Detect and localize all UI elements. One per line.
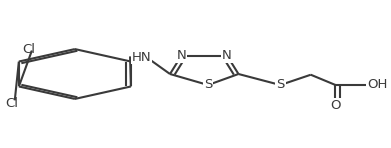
Text: Cl: Cl [5,97,18,110]
Text: N: N [222,49,232,62]
Text: HN: HN [132,51,152,64]
Text: O: O [330,99,341,112]
Text: Cl: Cl [22,43,35,56]
Text: S: S [276,78,285,91]
Text: OH: OH [367,78,387,91]
Text: S: S [204,78,212,91]
Text: N: N [176,49,186,62]
